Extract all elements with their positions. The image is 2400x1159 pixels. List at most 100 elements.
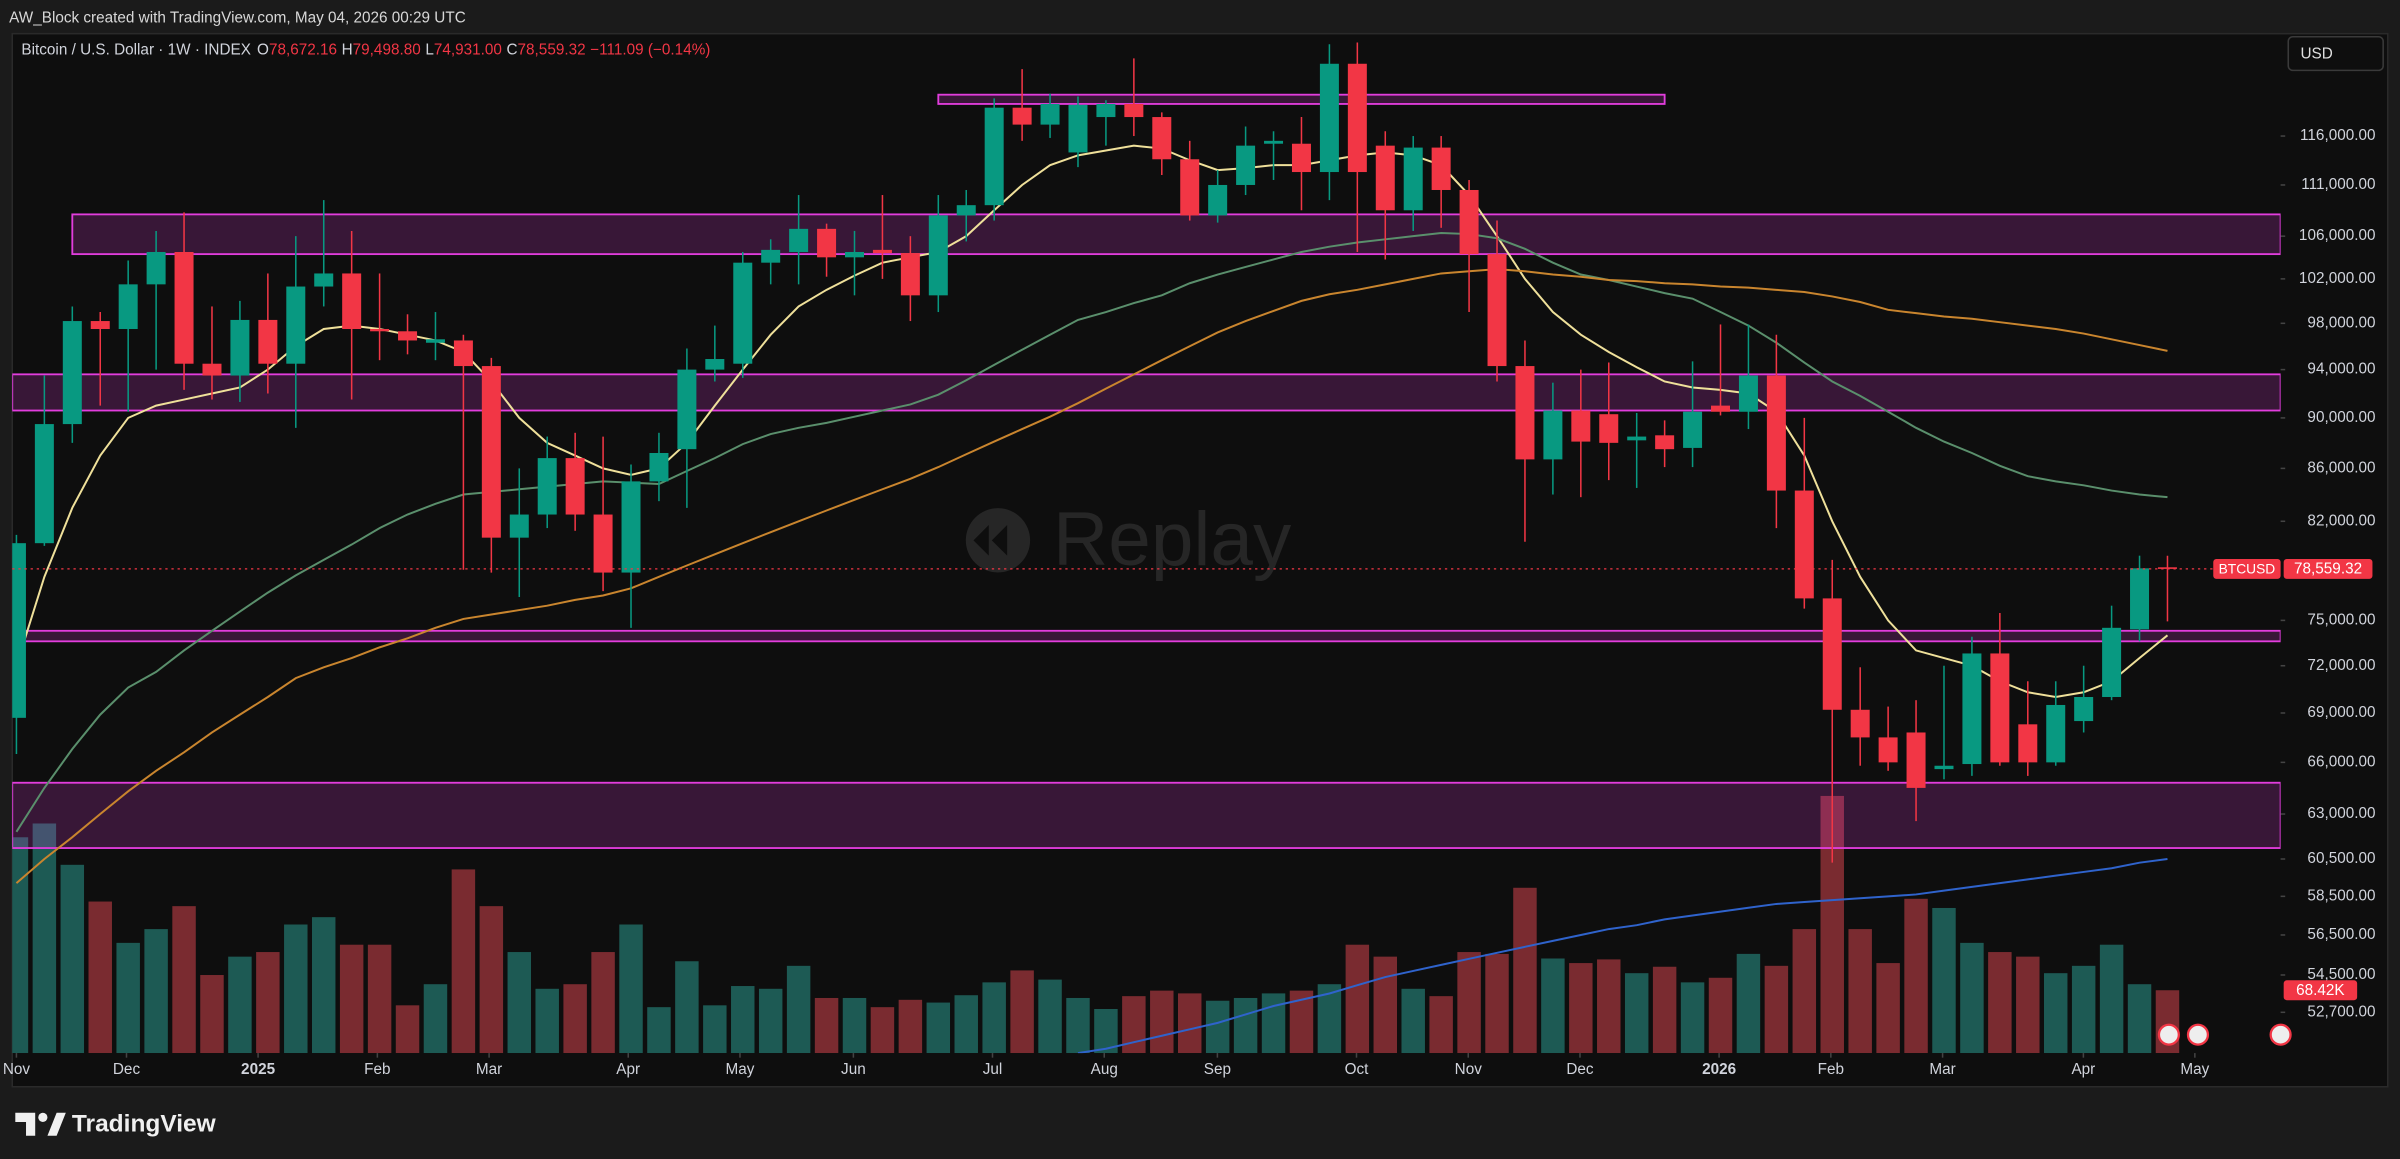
x-tick-label: Nov [3,1061,31,1078]
volume-tag [2283,980,2358,1001]
volume-bar [1652,966,1677,1054]
candle-body [286,286,306,364]
candle-body [2157,567,2177,569]
candles [12,42,2177,863]
legend-value: 78,672.16 [269,42,337,59]
candle-body [1934,765,1954,770]
candle-body [1431,147,1451,190]
candle-body [789,228,809,252]
candle-body [1459,189,1479,255]
volume-bar [563,984,587,1054]
volume-bar [1289,990,1314,1054]
candle-body [62,321,82,425]
x-tick-label: Feb [1818,1061,1844,1078]
volume-bar [1904,898,1928,1054]
volume-bar [284,924,308,1054]
candle-body [1962,653,1982,765]
y-tick-label: 86,000.00 [2307,459,2375,476]
candle-body [845,251,865,258]
volume-bar [2127,984,2152,1054]
volume-bar [451,869,476,1054]
volume-bar [731,986,755,1054]
candle-body [621,481,641,573]
volume-bar [647,1007,671,1054]
candle-body [509,514,529,538]
brand-name: TradingView [72,1110,217,1137]
zone [15,629,2281,643]
volume-bar [367,944,392,1054]
volume-bar [256,952,280,1054]
volume-bar [1680,982,1705,1054]
volume-bar [1513,887,1537,1054]
volume-bar [339,944,364,1054]
volume-bar [1988,952,2012,1054]
volume-pane [12,795,2180,1054]
zone [12,781,2281,849]
x-tick-label: Feb [364,1061,390,1078]
candle-body [398,331,418,341]
volume-bar [1150,990,1174,1054]
candle-body [1822,598,1842,710]
volume-bar [1569,963,1593,1054]
y-tick-label: 52,700.00 [2307,1003,2375,1020]
moving-average [15,144,2169,699]
symbol-title: Bitcoin / U.S. Dollar · 1W · INDEX [21,42,250,59]
candle-body [1236,145,1256,185]
candle-body [370,328,390,332]
y-tick-label: 56,500.00 [2307,926,2375,943]
volume-bar [172,906,196,1054]
legend-value: 74,931.00 [434,42,502,59]
candle-body [928,215,948,296]
moving-average [1077,858,2168,1054]
candle-body [1599,414,1619,443]
currency-label[interactable]: USD [2301,45,2333,62]
candle-body [258,319,278,364]
candle-body [1124,103,1144,118]
volume-bar [982,982,1006,1054]
candle-body [342,273,362,329]
volume-bar [1094,1008,1118,1054]
currency-button[interactable] [2287,35,2384,72]
volume-bar [2071,965,2096,1054]
zone [937,93,1666,105]
volume-bar [479,906,504,1054]
candle-body [900,253,920,296]
volume-bar [32,823,57,1054]
candle-body [2046,704,2066,763]
volume-bar [116,942,140,1054]
y-tick-label: 90,000.00 [2307,409,2375,426]
volume-bar [1624,973,1649,1054]
volume-bar [423,984,448,1054]
volume-bar [1066,997,1090,1054]
candle-body [817,228,837,258]
volume-bar [2016,956,2040,1054]
candle-body [1571,410,1591,442]
volume-bar [1541,958,1565,1054]
candle-body [34,424,54,544]
volume-bar [1261,993,1286,1054]
candle-body [733,262,753,364]
volume-bar [507,952,532,1054]
candle-body [1012,107,1032,125]
y-tick-label: 60,500.00 [2307,850,2375,867]
zone [12,373,2281,412]
volume-bar [703,1005,727,1054]
volume-bar [758,988,783,1054]
volume-bar [2099,944,2124,1054]
volume-bar [954,995,978,1054]
y-tick-label: 72,000.00 [2307,657,2375,674]
candle-body [984,107,1004,206]
candle-body [2102,627,2122,698]
candle-body [1375,145,1395,211]
candle-body [2018,724,2038,763]
volume-bar [1401,988,1425,1054]
candle-body [1040,103,1060,125]
moving-averages [15,144,2169,1054]
legend-value: 78,559.32 [518,42,586,59]
volume-bar [200,975,224,1054]
y-tick-label: 102,000.00 [2299,270,2376,287]
volume-bar [1960,942,1984,1054]
y-tick-label: 63,000.00 [2307,805,2375,822]
